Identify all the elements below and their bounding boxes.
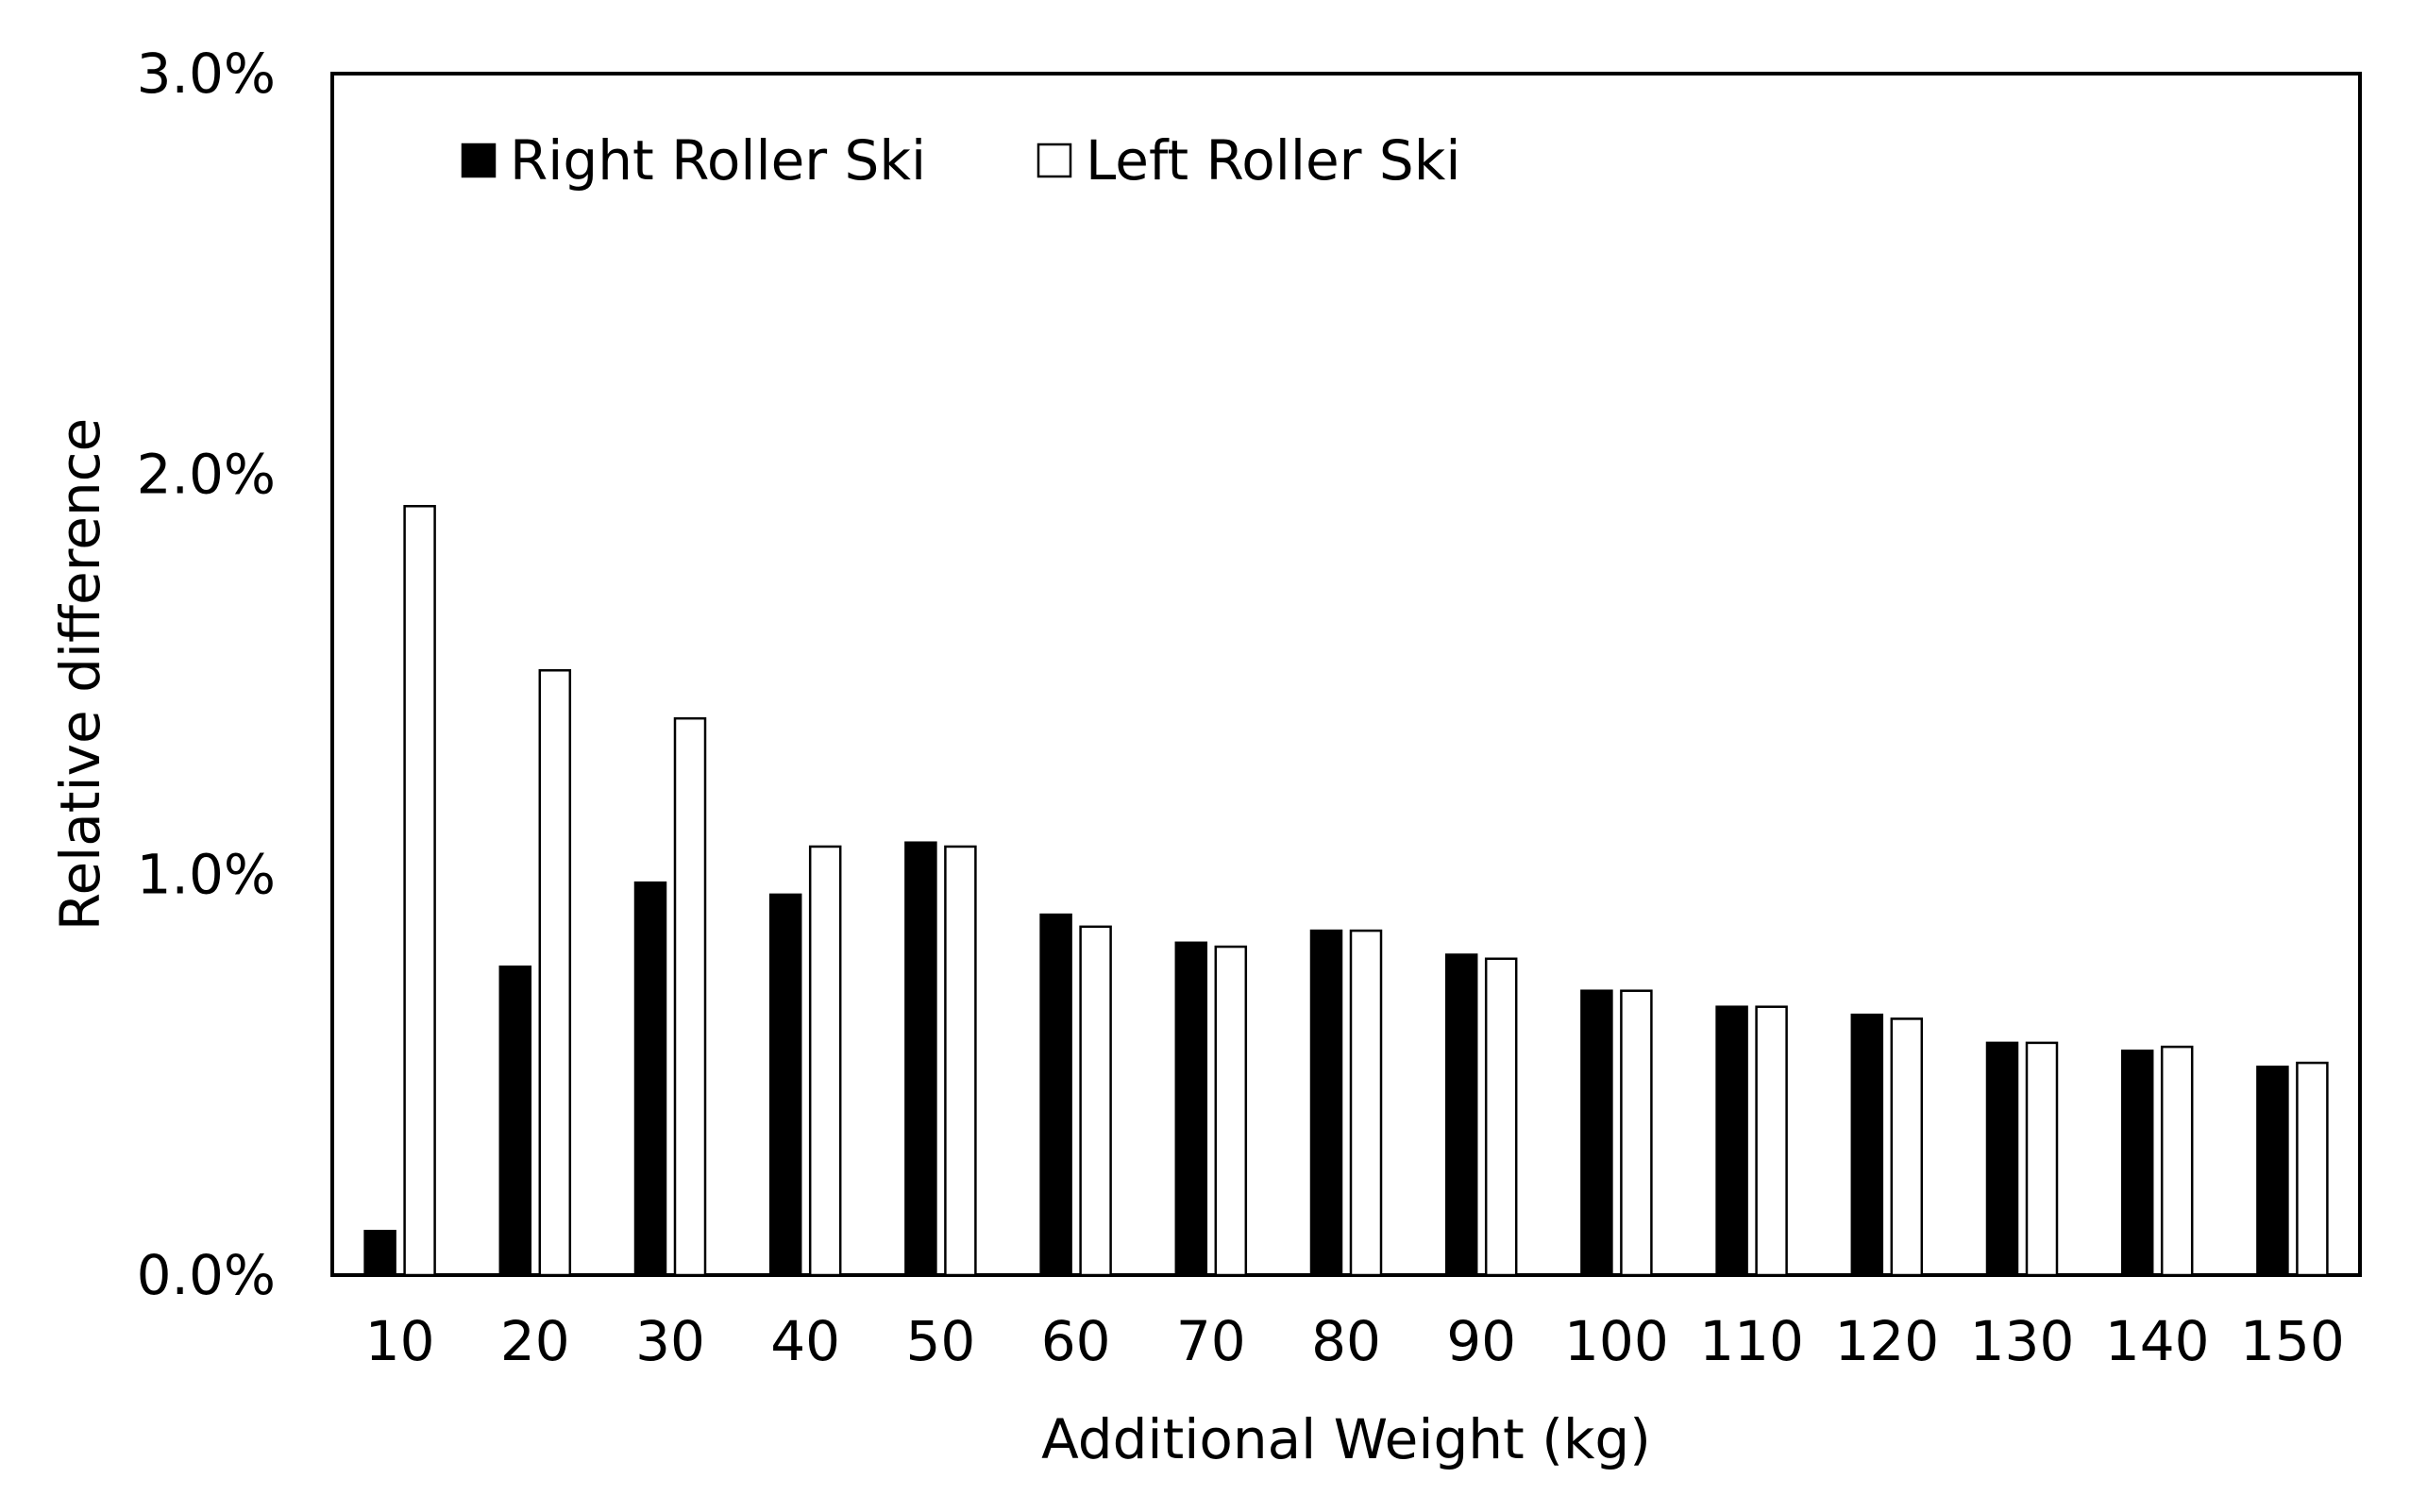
bar-right-roller-ski <box>1174 941 1208 1277</box>
x-tick-label: 40 <box>770 1309 840 1373</box>
y-tick-label: 3.0% <box>137 42 276 106</box>
bar-right-roller-ski <box>904 841 937 1277</box>
bar-left-roller-ski <box>1620 989 1653 1277</box>
bar-left-roller-ski <box>1890 1017 1924 1277</box>
bar-right-roller-ski <box>1580 989 1613 1277</box>
legend-swatch-right-roller-ski <box>461 143 497 178</box>
bar-right-roller-ski <box>633 881 667 1277</box>
bar-right-roller-ski <box>1985 1041 2019 1277</box>
bar-right-roller-ski <box>1039 913 1072 1277</box>
y-tick-label: 0.0% <box>137 1243 276 1307</box>
legend-label: Right Roller Ski <box>510 128 926 193</box>
x-tick-label: 60 <box>1041 1309 1111 1373</box>
x-tick-label: 140 <box>2105 1309 2210 1373</box>
bar-left-roller-ski <box>538 669 572 1277</box>
x-tick-label: 90 <box>1446 1309 1516 1373</box>
bar-left-roller-ski <box>1079 925 1112 1277</box>
bar-left-roller-ski <box>1349 929 1383 1277</box>
x-tick-label: 110 <box>1699 1309 1804 1373</box>
x-tick-label: 20 <box>500 1309 570 1373</box>
bar-left-roller-ski <box>808 845 842 1277</box>
x-axis-title: Additional Weight (kg) <box>1041 1407 1651 1471</box>
y-tick-label: 1.0% <box>137 843 276 907</box>
bar-right-roller-ski <box>363 1230 396 1277</box>
bar-left-roller-ski <box>673 716 707 1277</box>
bar-left-roller-ski <box>1214 945 1248 1277</box>
bar-left-roller-ski <box>403 505 436 1277</box>
bar-right-roller-ski <box>1444 953 1478 1277</box>
bar-right-roller-ski <box>768 893 802 1277</box>
bar-right-roller-ski <box>1715 1005 1748 1277</box>
plot-frame <box>330 72 2362 1277</box>
x-tick-label: 130 <box>1970 1309 2075 1373</box>
bar-right-roller-ski <box>2120 1050 2154 1277</box>
bar-right-roller-ski <box>498 966 532 1277</box>
x-tick-label: 80 <box>1311 1309 1381 1373</box>
x-tick-label: 120 <box>1834 1309 1939 1373</box>
bar-left-roller-ski <box>1484 957 1518 1277</box>
x-tick-label: 30 <box>635 1309 705 1373</box>
bar-right-roller-ski <box>1850 1013 1884 1277</box>
x-tick-label: 50 <box>905 1309 975 1373</box>
bar-left-roller-ski <box>1755 1005 1788 1277</box>
x-tick-label: 10 <box>365 1309 435 1373</box>
y-axis-title: Relative difference <box>48 418 112 932</box>
y-tick-label: 2.0% <box>137 442 276 506</box>
legend-label: Left Roller Ski <box>1086 128 1460 193</box>
x-tick-label: 70 <box>1176 1309 1246 1373</box>
bar-right-roller-ski <box>2256 1066 2289 1277</box>
bar-left-roller-ski <box>2296 1061 2329 1277</box>
x-tick-label: 150 <box>2240 1309 2345 1373</box>
bar-left-roller-ski <box>944 845 977 1277</box>
bar-left-roller-ski <box>2160 1045 2194 1277</box>
legend-swatch-left-roller-ski <box>1036 143 1072 178</box>
bar-left-roller-ski <box>2025 1041 2059 1277</box>
bar-right-roller-ski <box>1309 929 1343 1277</box>
x-tick-label: 100 <box>1564 1309 1669 1373</box>
